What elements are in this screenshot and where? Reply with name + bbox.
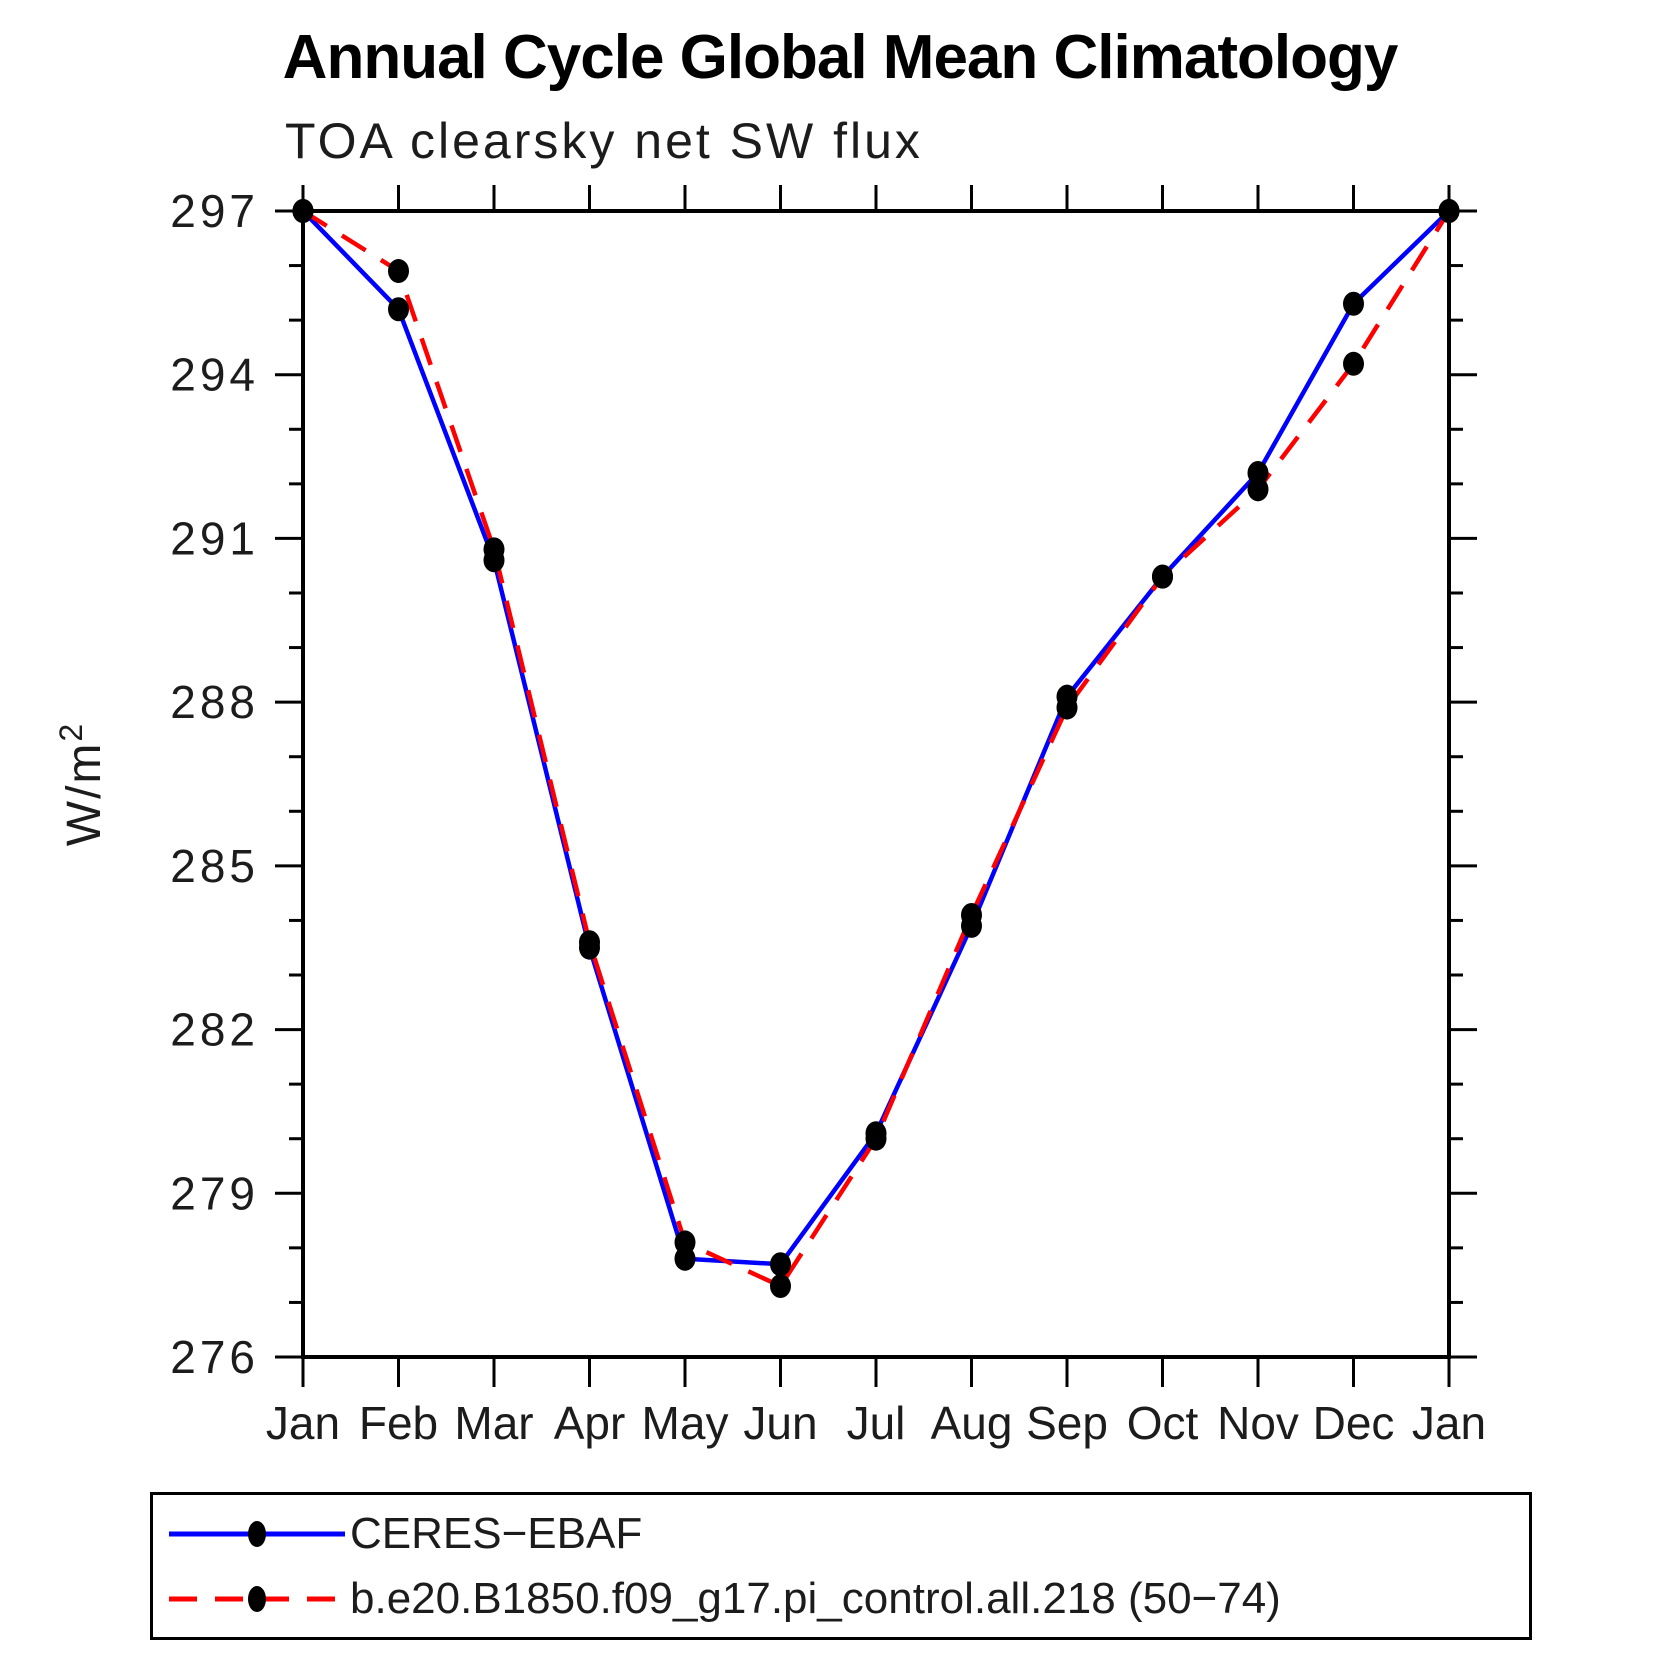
- model-data-point-marker: [961, 902, 982, 927]
- y-axis-tick-label: 276: [170, 1331, 259, 1383]
- ceres-data-point-marker: [388, 297, 409, 322]
- x-axis-month-label: Jul: [847, 1397, 906, 1449]
- x-axis-month-label: Sep: [1026, 1397, 1108, 1449]
- model-data-point-marker: [865, 1126, 887, 1151]
- chart-subtitle: TOA clearsky net SW flux: [285, 113, 923, 169]
- x-axis-month-label: Jun: [743, 1397, 817, 1449]
- model-legend-label: b.e20.B1850.f09_g17.pi_control.all.218 (…: [350, 1573, 1281, 1623]
- legend-entry-ceres: CERES−EBAF: [165, 1502, 1529, 1566]
- ceres-legend-label: CERES−EBAF: [350, 1508, 643, 1558]
- model-data-point-marker: [770, 1274, 791, 1299]
- x-axis-month-label: May: [642, 1397, 729, 1449]
- y-axis-title: W/m2: [53, 722, 111, 846]
- ceres-legend-swatch: [169, 1520, 345, 1547]
- y-axis-tick-label: 279: [170, 1167, 259, 1219]
- y-axis-tick-label: 291: [170, 512, 259, 564]
- ceres-ebaf-line: [301, 209, 1451, 1267]
- x-axis-month-label: Mar: [454, 1397, 533, 1449]
- model-data-point-marker: [292, 199, 314, 223]
- model-data-point-marker: [1343, 351, 1364, 376]
- model-legend-marker-dot: [248, 1585, 266, 1612]
- x-axis-month-label: Jan: [266, 1397, 340, 1449]
- x-axis-month-label: Oct: [1127, 1397, 1199, 1449]
- model-data-point-marker: [579, 930, 600, 955]
- model-data-point-marker: [483, 537, 505, 562]
- legend-entry-model: b.e20.B1850.f09_g17.pi_control.all.218 (…: [165, 1567, 1529, 1631]
- model-data-point-marker: [674, 1230, 696, 1255]
- x-axis-month-label: Jan: [1412, 1397, 1486, 1449]
- x-axis-month-label: Nov: [1217, 1397, 1299, 1449]
- model-data-point-marker: [1438, 199, 1460, 223]
- model-data-point-marker: [1247, 477, 1269, 502]
- y-axis-tick-label: 294: [170, 349, 259, 401]
- model-data-point-marker: [1152, 564, 1173, 589]
- ceres-data-point-marker: [770, 1252, 791, 1277]
- legend-box: CERES−EBAF b.e20.B1850.f09_g17.pi_contro…: [150, 1492, 1532, 1640]
- y-axis-tick-label: 297: [170, 185, 259, 237]
- x-axis-month-label: Feb: [359, 1397, 438, 1449]
- y-axis-tick-label: 285: [170, 840, 259, 892]
- x-axis-month-label: Aug: [931, 1397, 1013, 1449]
- model-data-point-marker: [388, 259, 409, 284]
- model-legend-swatch: [169, 1585, 345, 1612]
- ceres-legend-marker-dot: [248, 1520, 266, 1547]
- plot-border: [301, 209, 1451, 1359]
- model-data-point-marker: [1056, 695, 1078, 720]
- ceres-data-point-marker: [1343, 291, 1364, 316]
- x-axis-month-label: Apr: [554, 1397, 626, 1449]
- y-axis-tick-label: 282: [170, 1004, 259, 1056]
- x-axis-month-label: Dec: [1313, 1397, 1395, 1449]
- chart-title: Annual Cycle Global Mean Climatology: [282, 23, 1399, 92]
- y-axis-tick-label: 288: [170, 676, 259, 728]
